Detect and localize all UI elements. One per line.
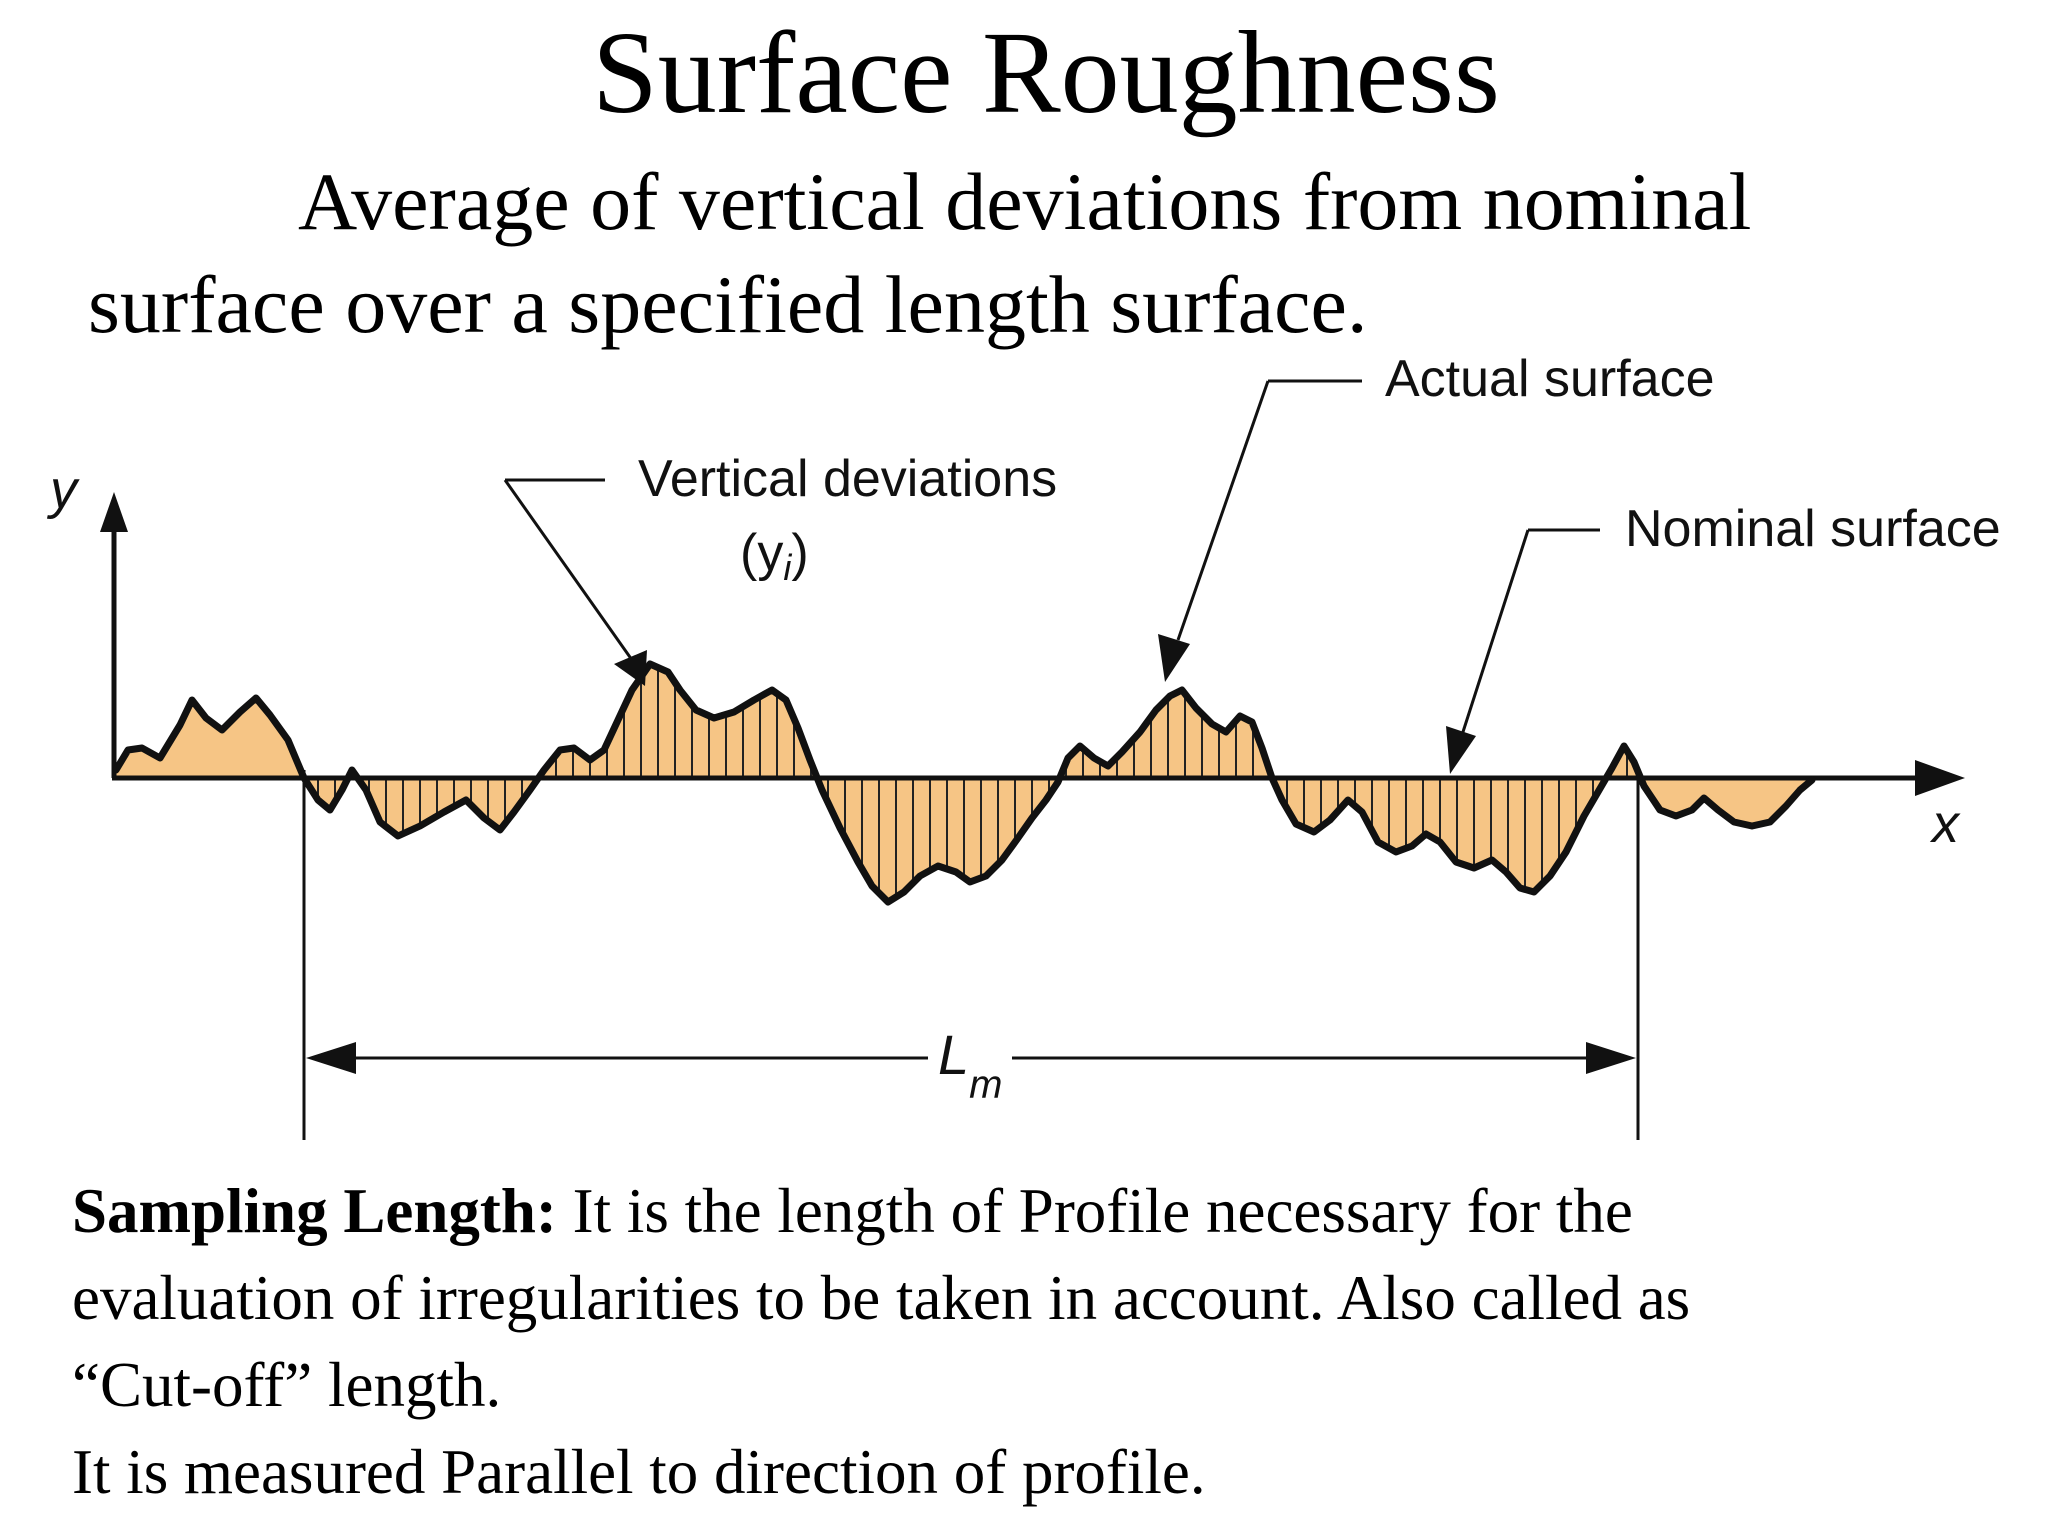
sampling-length-description: Sampling Length: It is the length of Pro… (72, 1168, 1952, 1516)
actual-surface-leader-diagonal (1176, 380, 1270, 641)
description-line-3: “Cut-off” length. (72, 1350, 502, 1420)
actual-surface-label: Actual surface (1385, 350, 1715, 408)
definition-line-1: Average of vertical deviations from nomi… (298, 156, 1752, 247)
yi-open: (y (740, 524, 783, 582)
vertical-deviations-symbol: (yi) (740, 524, 809, 588)
description-text-1: It is the length of Profile necessary fo… (556, 1176, 1633, 1246)
lm-label: Lm (938, 1023, 1002, 1107)
sampling-length-term: Sampling Length: (72, 1176, 557, 1246)
x-axis-label: x (1929, 794, 1961, 854)
lm-right-arrowhead (1586, 1042, 1636, 1074)
yi-subscript: i (783, 547, 792, 588)
vertical-deviations-label: Vertical deviations (638, 450, 1057, 508)
vertical-deviations-leader-diagonal (503, 479, 634, 661)
description-line-1: Sampling Length: It is the length of Pro… (72, 1168, 1952, 1255)
nominal-surface-leader-diagonal (1460, 529, 1530, 736)
nominal-surface-arrowhead (1446, 726, 1476, 774)
actual-surface-arrowhead (1158, 634, 1190, 682)
definition-line-2: surface over a specified length surface. (88, 259, 1368, 350)
nominal-surface-label: Nominal surface (1625, 500, 2001, 558)
y-axis-arrowhead (100, 492, 128, 532)
lm-subscript: m (969, 1063, 1002, 1107)
yi-close: ) (791, 524, 808, 582)
description-line-2: evaluation of irregularities to be taken… (72, 1263, 1691, 1333)
actual-surface-profile (112, 660, 1816, 906)
lm-left-arrowhead (306, 1042, 356, 1074)
vertical-deviations-arrowhead (614, 650, 647, 686)
page-title: Surface Roughness (592, 7, 1500, 138)
definition-text: Average of vertical deviations from nomi… (88, 150, 1828, 356)
lm-symbol: L (938, 1023, 969, 1086)
description-line-4: It is measured Parallel to direction of … (72, 1437, 1206, 1507)
y-axis-label: y (46, 460, 80, 520)
x-axis-arrowhead (1915, 760, 1965, 796)
